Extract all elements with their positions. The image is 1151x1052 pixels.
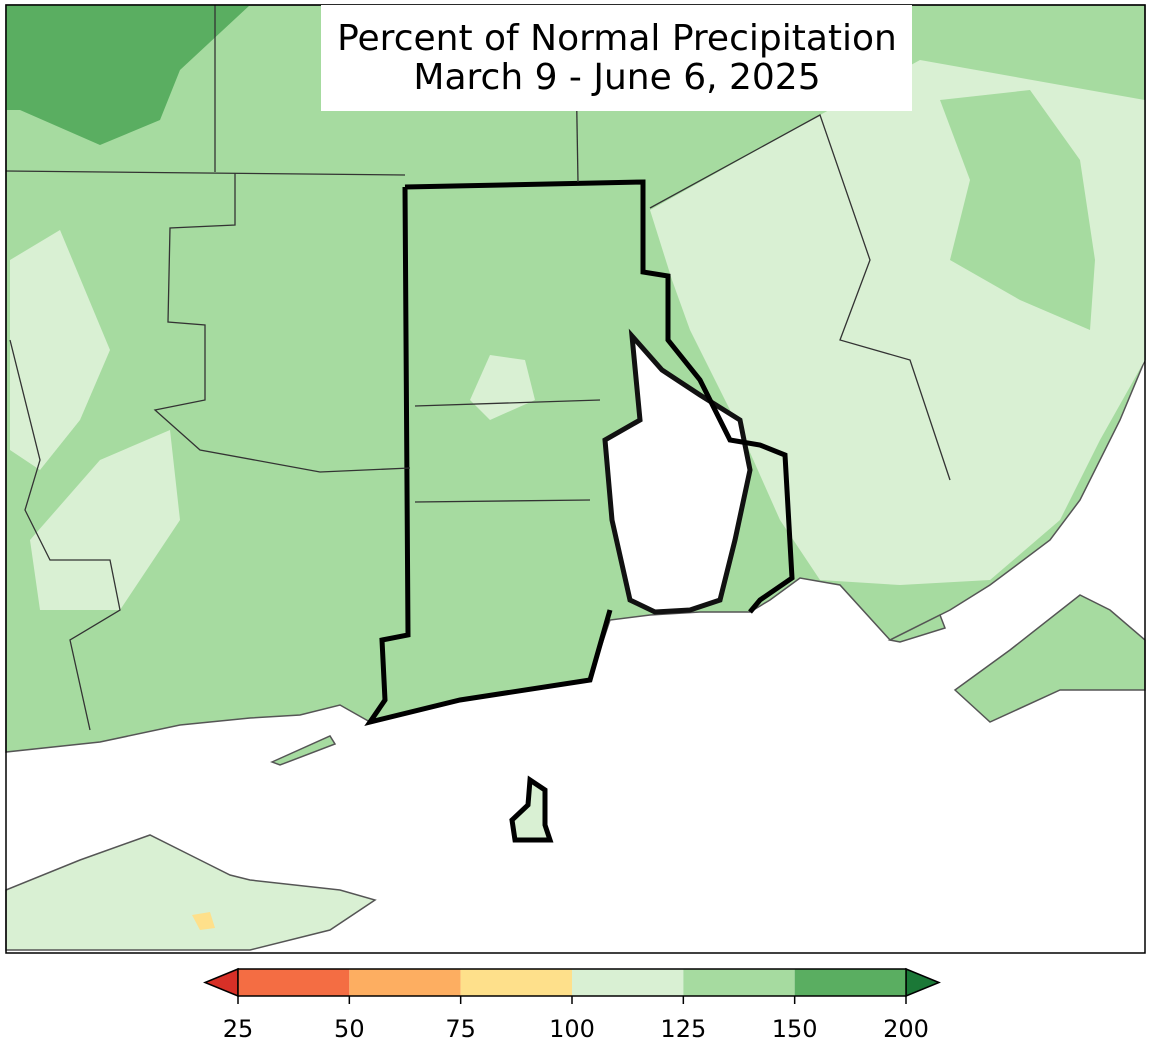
colorbar-tick-label: 150 [772, 1015, 818, 1043]
colorbar-bin [238, 969, 350, 996]
colorbar-bin [460, 969, 572, 996]
colorbar-tick-label: 25 [223, 1015, 254, 1043]
long-island [5, 834, 377, 951]
map [5, 4, 1146, 954]
colorbar-bin [794, 969, 906, 996]
dry-area [192, 912, 215, 930]
high-precip-area [6, 5, 250, 145]
state-border [364, 179, 795, 726]
elizabeth-islands [887, 613, 946, 643]
block-island [509, 775, 554, 843]
colorbar: 25 50 75 100 125 150 200 [203, 967, 941, 1043]
light-precip-area [30, 430, 180, 610]
colorbar-tick-label: 125 [660, 1015, 706, 1043]
colorbar-under [203, 967, 239, 998]
colorbar-tick-label: 200 [883, 1015, 929, 1043]
title-line: March 9 - June 6, 2025 [413, 57, 820, 98]
colorbar-tick-label: 75 [445, 1015, 476, 1043]
title-line: Percent of Normal Precipitation [337, 18, 897, 59]
colorbar-tick-label: 50 [334, 1015, 365, 1043]
colorbar-over [905, 967, 941, 998]
medium-precip-area [940, 90, 1095, 330]
fishers-island [270, 735, 337, 766]
colorbar-bin [572, 969, 684, 996]
colorbar-bin [349, 969, 461, 996]
colorbar-bin [683, 969, 795, 996]
light-precip-area [10, 230, 110, 470]
colorbar-tick-label: 100 [549, 1015, 595, 1043]
title-box [321, 5, 912, 111]
